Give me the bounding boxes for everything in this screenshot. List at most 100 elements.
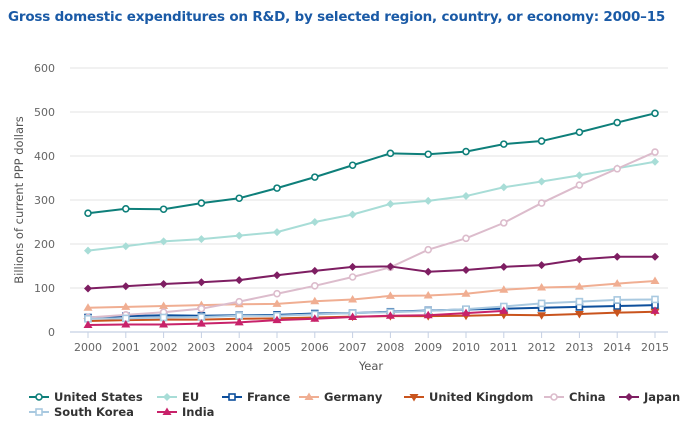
data-point-india — [461, 308, 471, 317]
data-point-united-kingdom — [612, 309, 622, 318]
x-tick-label: 2003 — [187, 341, 215, 354]
data-point-united-states — [159, 205, 168, 214]
y-axis-ticks: 0 100 200 300 400 500 600 — [34, 62, 55, 339]
data-point-united-states — [424, 150, 433, 159]
data-point-china — [197, 304, 206, 313]
legend-item-eu: EU — [156, 390, 199, 404]
data-point-india — [385, 311, 395, 319]
data-point-india — [650, 306, 660, 314]
legend-label: Japan — [644, 390, 681, 404]
x-tick-label: 2014 — [603, 341, 631, 354]
x-tick-label: 2015 — [641, 341, 669, 354]
legend-marker-icon — [228, 393, 236, 401]
data-point-united-kingdom — [537, 312, 547, 320]
series-line-china — [87, 151, 656, 319]
data-point-china — [424, 245, 433, 254]
x-tick-label: 2002 — [150, 341, 178, 354]
legend-label: South Korea — [54, 405, 134, 419]
data-point-united-kingdom — [574, 310, 584, 319]
x-axis-label: Year — [358, 359, 384, 373]
legend-swatch-icon — [299, 392, 319, 400]
data-point-france — [613, 302, 622, 310]
data-point-eu — [499, 183, 508, 192]
y-tick-label: 400 — [34, 150, 55, 163]
data-point-united-states — [651, 109, 659, 118]
legend-label: United States — [54, 390, 143, 404]
data-point-germany — [121, 302, 131, 310]
data-point-germany — [310, 296, 320, 305]
data-point-south-korea — [159, 313, 168, 322]
data-point-china — [575, 181, 584, 189]
data-point-united-states — [235, 194, 243, 203]
y-tick-label: 300 — [34, 194, 55, 207]
y-tick-label: 600 — [34, 62, 55, 75]
legend-item-india: India — [156, 405, 214, 419]
data-point-india — [272, 315, 282, 324]
series-line-south-korea — [87, 298, 656, 320]
data-point-germany — [499, 285, 509, 293]
data-point-germany — [159, 301, 169, 310]
legend-label: France — [247, 390, 291, 404]
legend-label: EU — [182, 390, 200, 404]
data-point-eu — [159, 237, 168, 246]
legend-marker-icon — [162, 407, 172, 415]
y-tick-label: 500 — [34, 106, 55, 119]
y-tick-label: 200 — [34, 238, 55, 251]
data-point-eu — [386, 199, 395, 208]
legend-item-japan: Japan — [618, 390, 680, 404]
data-point-china — [348, 273, 357, 281]
data-point-eu — [310, 218, 319, 226]
data-point-china — [235, 297, 243, 306]
data-point-germany — [461, 289, 471, 297]
data-point-india — [159, 320, 169, 328]
x-tick-label: 2009 — [414, 341, 442, 354]
data-point-germany — [574, 282, 584, 290]
data-point-eu — [575, 171, 584, 180]
data-point-india — [348, 312, 358, 321]
legend-swatch-icon — [29, 393, 49, 401]
data-point-united-states — [499, 140, 508, 148]
data-point-eu — [348, 210, 357, 219]
legend-marker-icon — [35, 408, 43, 416]
data-point-india — [499, 306, 509, 314]
data-point-united-states — [348, 161, 357, 170]
data-point-eu — [537, 177, 546, 186]
data-point-japan — [462, 265, 470, 274]
x-tick-label: 2004 — [225, 341, 253, 354]
legend-marker-icon — [409, 394, 419, 402]
series-united-states — [84, 109, 659, 217]
data-point-germany — [348, 294, 358, 303]
data-point-china — [273, 289, 281, 298]
x-tick-label: 2008 — [376, 341, 404, 354]
data-point-japan — [386, 262, 395, 271]
data-point-japan — [84, 284, 92, 293]
data-point-japan — [197, 278, 206, 287]
legend-label: United Kingdom — [429, 390, 534, 404]
data-point-united-states — [537, 137, 546, 145]
x-tick-label: 2007 — [339, 341, 367, 354]
x-tick-label: 2010 — [452, 341, 480, 354]
x-tick-label: 2000 — [74, 341, 102, 354]
data-point-germany — [423, 290, 433, 299]
legend-marker-icon — [163, 393, 171, 401]
legend-item-france: France — [221, 390, 290, 404]
data-point-india — [310, 314, 320, 322]
series-group — [83, 109, 660, 328]
data-point-china — [462, 234, 470, 243]
data-point-united-states — [386, 149, 395, 158]
data-point-south-korea — [537, 299, 546, 308]
legend-marker-icon — [550, 393, 558, 401]
legend-swatch-icon — [157, 393, 177, 401]
data-point-japan — [499, 262, 508, 271]
data-point-eu — [235, 231, 244, 240]
x-tick-label: 2013 — [565, 341, 593, 354]
series-eu — [84, 157, 659, 255]
series-line-japan — [87, 255, 655, 290]
data-point-germany — [612, 279, 622, 287]
data-point-united-states — [613, 118, 622, 127]
data-point-india — [121, 320, 131, 328]
series-india — [83, 306, 660, 328]
data-point-germany — [650, 276, 660, 284]
data-point-japan — [613, 252, 622, 261]
